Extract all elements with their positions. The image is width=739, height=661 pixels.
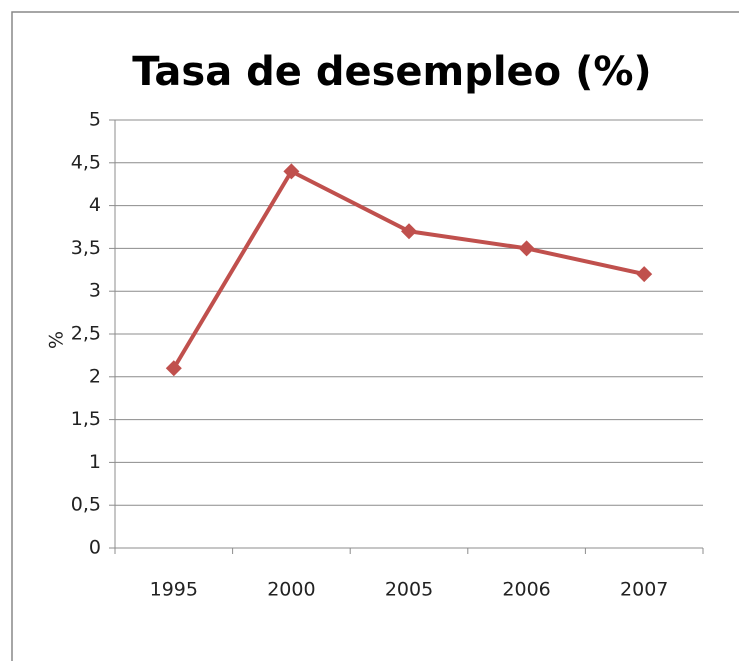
data-marker — [401, 223, 417, 240]
y-tick-label: 5 — [89, 109, 101, 131]
y-tick-label: 0 — [89, 537, 101, 559]
y-tick-label: 3,5 — [71, 237, 101, 259]
x-tick-label: 2005 — [385, 579, 433, 601]
y-tick-label: 2,5 — [71, 323, 101, 345]
x-tick-label: 2000 — [267, 579, 315, 601]
chart-title: Tasa de desempleo (%) — [132, 49, 651, 95]
y-tick-label: 4 — [89, 194, 101, 216]
x-tick-label: 2007 — [620, 579, 668, 601]
data-marker — [283, 163, 300, 180]
x-tick-label: 2006 — [502, 579, 550, 601]
y-tick-label: 4,5 — [71, 151, 101, 173]
y-tick-label: 2 — [89, 365, 101, 387]
y-tick-label: 0,5 — [71, 494, 101, 516]
y-tick-label: 1 — [89, 451, 101, 473]
chart-frame — [11, 11, 739, 661]
y-tick-label: 1,5 — [71, 408, 101, 430]
y-tick-label: 3 — [89, 280, 101, 302]
y-axis-label: % — [46, 331, 68, 349]
data-marker — [165, 360, 182, 377]
data-marker — [636, 266, 653, 283]
data-marker — [518, 240, 535, 257]
x-tick-label: 1995 — [150, 579, 198, 601]
